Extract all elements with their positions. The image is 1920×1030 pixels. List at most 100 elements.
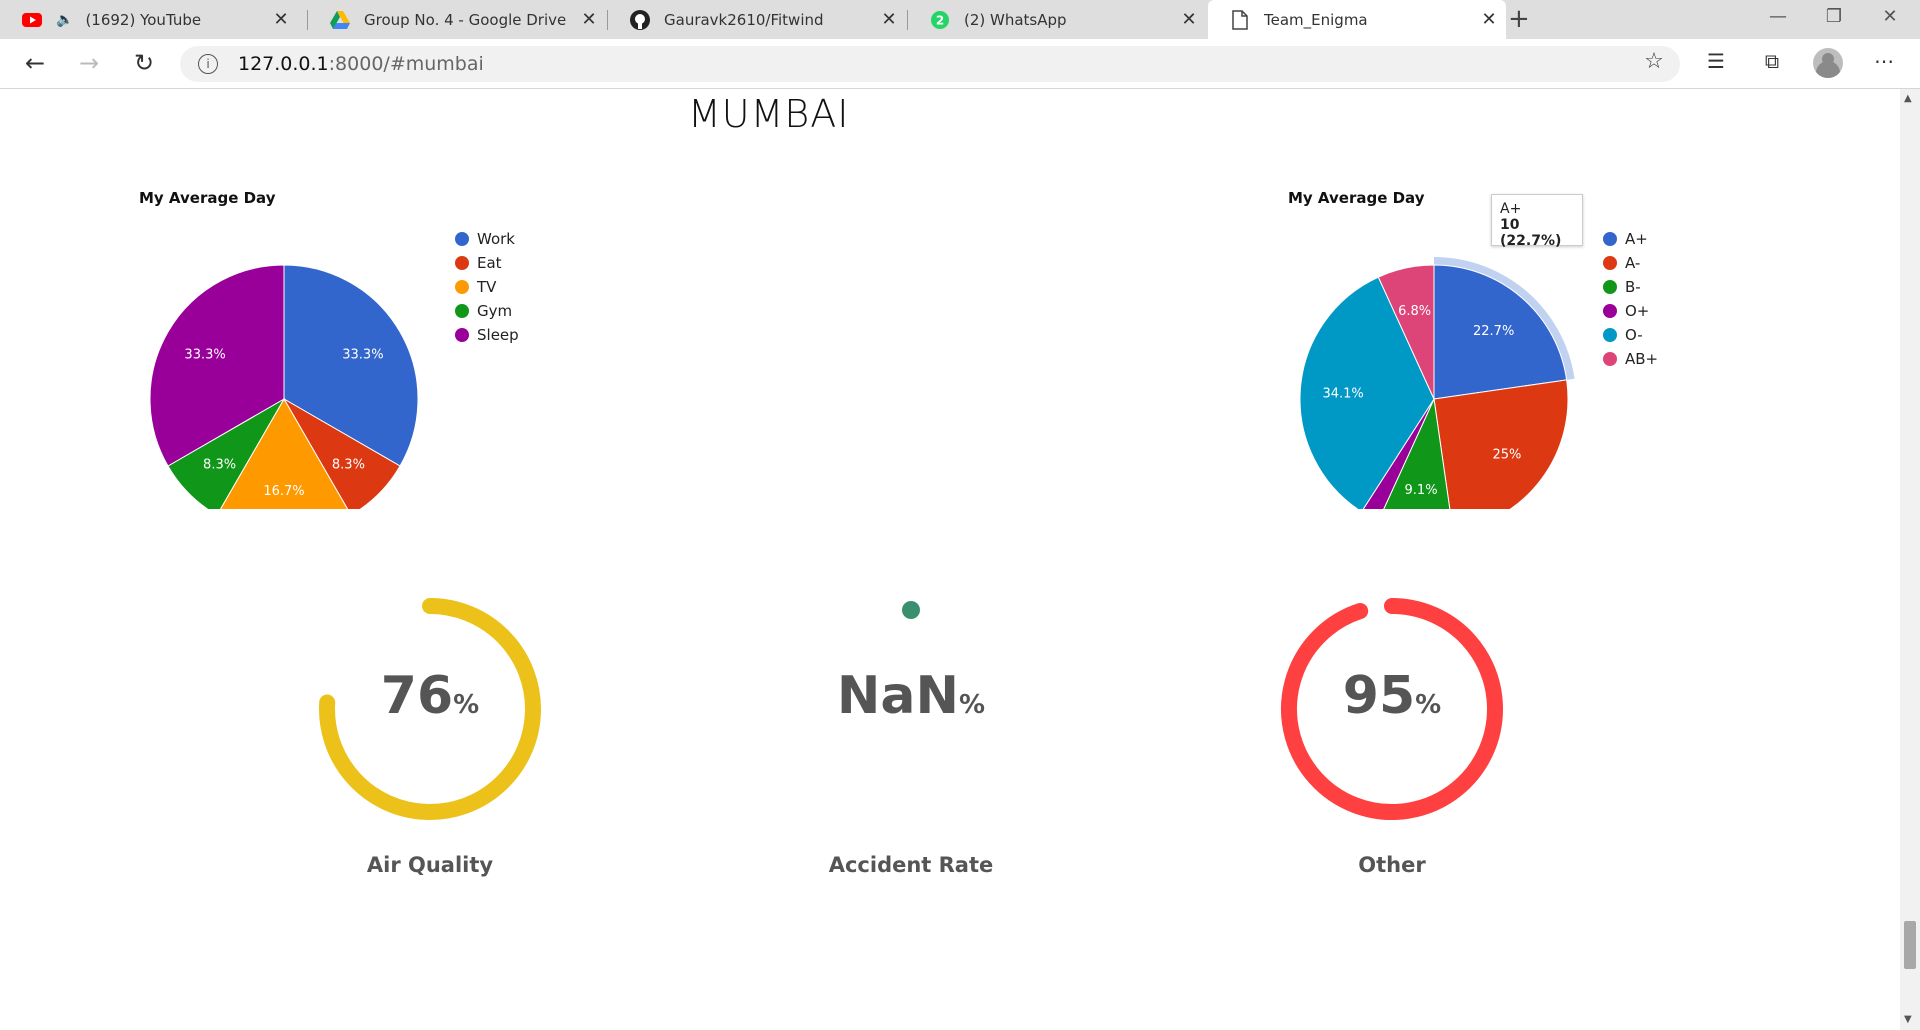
legend-item[interactable]: A+ (1603, 227, 1658, 251)
chart-title: My Average Day (1288, 189, 1425, 207)
close-tab-icon[interactable]: ✕ (881, 9, 897, 30)
pie-slice-work[interactable] (283, 264, 419, 467)
legend-swatch (455, 304, 469, 318)
close-tab-icon[interactable]: ✕ (1181, 9, 1197, 30)
pie-slice-label: 33.3% (342, 347, 383, 362)
gauge-accident-rate: NaN% (781, 579, 1041, 839)
tab-google-drive[interactable]: Group No. 4 - Google Drive ✕ (308, 0, 606, 39)
scrollbar-thumb[interactable] (1904, 921, 1916, 969)
window-close-icon[interactable]: ✕ (1882, 6, 1898, 27)
legend-item[interactable]: TV (455, 275, 519, 299)
tab-divider (907, 10, 908, 30)
collections-icon[interactable]: ⧉ (1764, 49, 1780, 73)
gauge-unit: % (1415, 690, 1442, 720)
close-tab-icon[interactable]: ✕ (1481, 9, 1497, 30)
tab-youtube[interactable]: 🔈 (1692) YouTube ✕ (0, 0, 298, 39)
pie-slice-label: 22.7% (1473, 324, 1514, 339)
tab-title: Gauravk2610/Fitwind (664, 10, 824, 29)
tab-divider (307, 10, 308, 30)
chart-tooltip: A+ 10 (22.7%) (1491, 194, 1583, 249)
minimize-icon[interactable]: — (1769, 6, 1787, 27)
pie-slice-label: 9.1% (1405, 483, 1438, 498)
legend-item[interactable]: O+ (1603, 299, 1658, 323)
pie-slice-label: 25% (1492, 448, 1521, 463)
chart-legend: A+ A- B- O+ O- AB+ (1603, 227, 1658, 371)
gauge-number: 95 (1342, 666, 1416, 726)
forward-arrow-icon[interactable]: → (78, 49, 100, 77)
legend-label: Gym (477, 302, 513, 320)
pie-slice-b-neg[interactable] (1378, 397, 1453, 509)
legend-swatch (1603, 232, 1617, 246)
legend-item[interactable]: Work (455, 227, 519, 251)
speaker-icon[interactable]: 🔈 (56, 11, 74, 28)
pie-slice-sleep[interactable] (149, 264, 285, 467)
legend-swatch (1603, 280, 1617, 294)
legend-item[interactable]: B- (1603, 275, 1658, 299)
url-host: 127.0.0.1 (238, 53, 329, 75)
gauge-value: 95% (1262, 666, 1522, 726)
gauge-label: Other (1358, 853, 1426, 877)
legend-label: A- (1625, 254, 1641, 272)
tooltip-label: A+ (1500, 201, 1522, 217)
gauge-number: 76 (380, 666, 454, 726)
legend-item[interactable]: Sleep (455, 323, 519, 347)
gauge-value: NaN% (781, 666, 1041, 726)
pie-slice-eat[interactable] (282, 397, 401, 509)
pie-slice-label: 16.7% (263, 484, 304, 499)
scroll-up-icon[interactable]: ▲ (1904, 93, 1912, 104)
back-arrow-icon[interactable]: ← (24, 49, 46, 77)
pie-slice-label: 33.3% (184, 347, 225, 362)
new-tab-icon[interactable]: + (1508, 4, 1530, 34)
gauge-arc (319, 598, 541, 820)
tooltip-value: 10 (22.7%) (1500, 217, 1562, 249)
whatsapp-icon: 2 (930, 10, 950, 30)
pie-slice-ab-pos[interactable] (1377, 264, 1435, 400)
page-icon (1230, 9, 1250, 30)
legend-item[interactable]: Gym (455, 299, 519, 323)
browser-toolbar: ← → ↻ i 127.0.0.1:8000/#mumbai ☆ ☰ ⧉ ⋯ (0, 39, 1920, 89)
legend-item[interactable]: A- (1603, 251, 1658, 275)
legend-swatch (455, 328, 469, 342)
gauge-dot (902, 601, 920, 619)
tab-title: (2) WhatsApp (964, 10, 1067, 29)
legend-label: B- (1625, 278, 1641, 296)
address-bar[interactable]: i 127.0.0.1:8000/#mumbai (180, 46, 1680, 82)
pie-slice-a-neg[interactable] (1433, 379, 1569, 509)
gauge-air-quality: 76% (300, 579, 560, 839)
legend-item[interactable]: Eat (455, 251, 519, 275)
close-tab-icon[interactable]: ✕ (273, 9, 289, 30)
gauge-number: NaN (836, 666, 960, 726)
favorite-star-icon[interactable]: ☆ (1644, 49, 1664, 74)
pie-slice-a-pos[interactable] (1433, 264, 1568, 400)
restore-icon[interactable]: ❐ (1825, 6, 1843, 27)
pie-slice-tv[interactable] (217, 398, 351, 509)
legend-label: AB+ (1625, 350, 1659, 368)
tab-github[interactable]: Gauravk2610/Fitwind ✕ (608, 0, 906, 39)
legend-swatch (455, 256, 469, 270)
pie-chart-svg: 33.3% 8.3% 16.7% 8.3% 33.3% (149, 264, 419, 509)
page-scrollbar[interactable]: ▲ ▼ (1900, 89, 1920, 1030)
chart-title: My Average Day (139, 189, 276, 207)
more-menu-icon[interactable]: ⋯ (1874, 49, 1894, 73)
pie-slice-label: 6.8% (1398, 304, 1431, 319)
legend-item[interactable]: O- (1603, 323, 1658, 347)
tab-title: Group No. 4 - Google Drive (364, 10, 567, 29)
profile-avatar[interactable] (1813, 48, 1843, 78)
gauge-unit: % (453, 690, 480, 720)
tab-team-enigma[interactable]: Team_Enigma ✕ (1208, 0, 1506, 39)
legend-label: Eat (477, 254, 502, 272)
scroll-down-icon[interactable]: ▼ (1904, 1014, 1912, 1025)
tab-whatsapp[interactable]: 2 (2) WhatsApp ✕ (908, 0, 1206, 39)
legend-label: O- (1625, 326, 1643, 344)
pie-slice-highlight (1434, 257, 1575, 380)
pie-slice-o-neg[interactable] (1299, 276, 1435, 509)
refresh-icon[interactable]: ↻ (133, 49, 155, 77)
legend-swatch (1603, 304, 1617, 318)
close-tab-icon[interactable]: ✕ (581, 9, 597, 30)
youtube-icon (22, 10, 42, 30)
favorites-list-icon[interactable]: ☰ (1707, 49, 1725, 73)
legend-item[interactable]: AB+ (1603, 347, 1658, 371)
github-icon (630, 9, 650, 30)
site-info-icon[interactable]: i (198, 54, 218, 74)
chart-legend: Work Eat TV Gym Sleep (455, 227, 519, 347)
